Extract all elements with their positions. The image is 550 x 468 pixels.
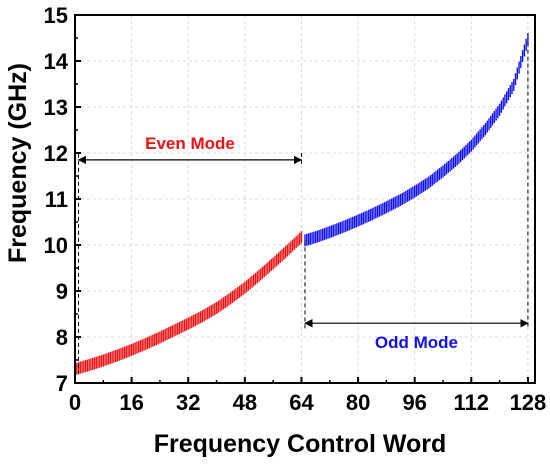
- x-tick-label: 96: [402, 390, 426, 415]
- x-axis-title: Frequency Control Word: [154, 430, 447, 458]
- series-odd-mode: [304, 32, 529, 247]
- y-tick-label: 8: [56, 325, 68, 350]
- y-tick-label: 9: [56, 279, 68, 304]
- annotation-even-mode: Even Mode: [77, 134, 303, 374]
- annotation-label: Even Mode: [145, 134, 235, 153]
- x-tick-label: 48: [233, 390, 257, 415]
- annotation-label: Odd Mode: [375, 333, 458, 352]
- y-tick-label: 12: [44, 141, 68, 166]
- axes: 0 16 32 48 64 80 96 112 128 7 8 9 10 11 12 13 14 15: [44, 3, 547, 415]
- y-tick-label: 15: [44, 3, 68, 28]
- x-tick-label: 64: [289, 390, 314, 415]
- series-even-mode: [74, 231, 303, 376]
- annotation-odd-mode: Odd Mode: [304, 42, 529, 352]
- y-tick-label: 7: [56, 371, 68, 396]
- x-tick-label: 16: [119, 390, 143, 415]
- x-tick-label: 112: [454, 390, 490, 415]
- y-tick-label: 10: [44, 233, 68, 258]
- data-series: [74, 32, 529, 376]
- y-tick-label: 13: [44, 95, 68, 120]
- x-tick-label: 128: [510, 390, 547, 415]
- y-axis-title: Frequency (GHz): [4, 63, 32, 263]
- x-tick-label: 32: [176, 390, 200, 415]
- x-tick-label: 0: [69, 390, 81, 415]
- y-tick-label: 14: [44, 49, 69, 74]
- annotations: Even Mode Odd Mode: [77, 42, 529, 374]
- x-tick-label: 80: [346, 390, 370, 415]
- y-tick-label: 11: [45, 187, 68, 212]
